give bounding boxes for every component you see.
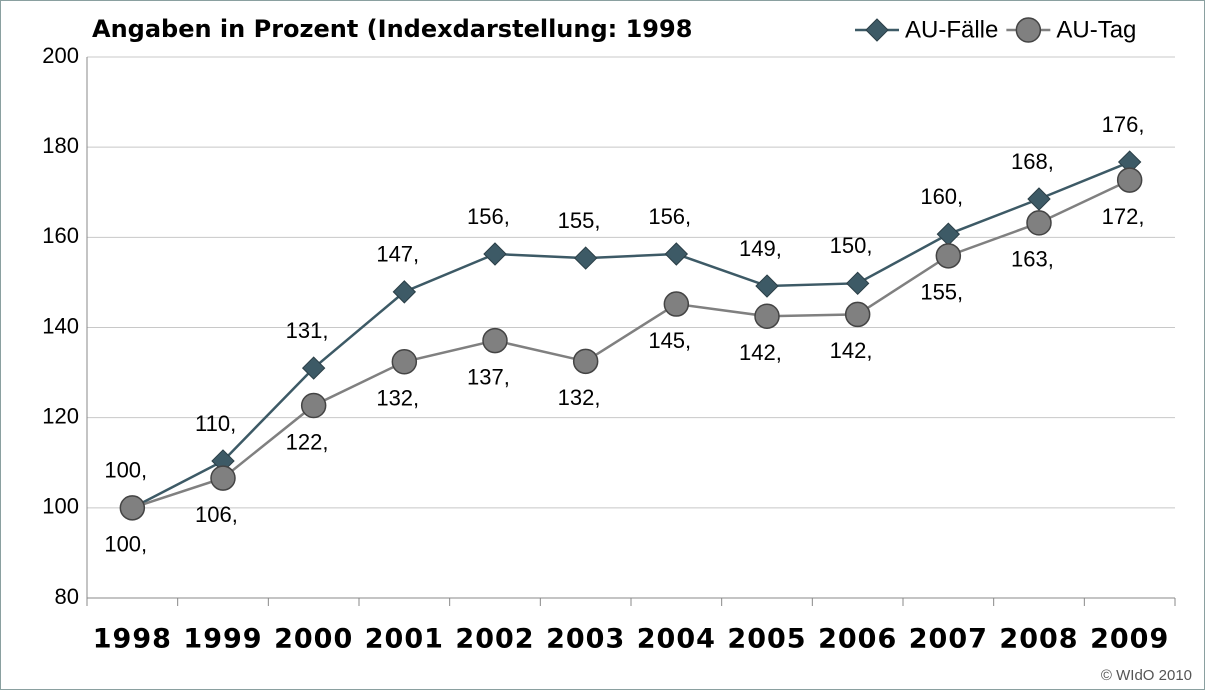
series-line: [131, 160, 1131, 509]
data-label: 142,: [739, 340, 782, 365]
data-label: 106,: [195, 502, 238, 527]
data-label: 150,: [830, 233, 873, 258]
x-tick-label: 2003: [546, 624, 625, 655]
data-label: 137,: [467, 364, 510, 389]
data-point: [482, 327, 508, 354]
data-point: [392, 280, 417, 304]
data-label: 149,: [739, 236, 782, 261]
chart-title: Angaben in Prozent (Indexdarstellung: 19…: [92, 15, 692, 43]
data-point: [1116, 167, 1143, 193]
y-tick-label: 160: [42, 223, 79, 248]
y-tick-label: 80: [55, 584, 79, 609]
data-label: 172,: [1102, 204, 1145, 229]
data-label: 156,: [467, 204, 510, 229]
data-label: 132,: [558, 385, 601, 410]
data-point: [483, 242, 507, 266]
data-label: 100,: [104, 532, 147, 557]
data-label: 176,: [1102, 112, 1145, 137]
data-point: [391, 349, 418, 375]
data-point: [664, 242, 689, 266]
x-tick-label: 2006: [818, 624, 897, 655]
data-point: [755, 274, 779, 298]
x-tick-label: 2004: [637, 624, 716, 655]
data-point: [301, 356, 326, 380]
x-tick-label: 2009: [1090, 624, 1169, 655]
data-point: [210, 465, 236, 491]
data-point: [845, 271, 870, 296]
data-point: [300, 392, 327, 419]
data-label: 145,: [648, 328, 691, 353]
data-point: [573, 246, 598, 270]
y-tick-label: 140: [42, 313, 79, 338]
x-tick-label: 2000: [274, 624, 353, 655]
data-point: [119, 495, 146, 521]
data-label: 156,: [648, 204, 691, 229]
y-tick-label: 100: [42, 494, 79, 519]
data-point: [754, 303, 780, 329]
x-tick-label: 2002: [455, 624, 534, 655]
legend-marker: [865, 18, 889, 42]
x-tick-label: 2005: [727, 624, 806, 655]
data-point: [844, 301, 871, 328]
legend-label: AU-Tag: [1056, 16, 1136, 43]
data-label: 131,: [286, 318, 329, 343]
data-point: [1026, 210, 1052, 236]
x-tick-label: 1998: [93, 624, 172, 655]
data-label: 100,: [104, 458, 147, 483]
data-point: [1027, 187, 1051, 211]
data-point: [935, 243, 962, 269]
data-label: 147,: [376, 242, 419, 267]
data-label: 163,: [1011, 247, 1054, 272]
series-line: [131, 178, 1131, 510]
x-tick-label: 1999: [183, 624, 262, 655]
data-label: 155,: [920, 280, 963, 305]
y-tick-label: 180: [42, 133, 79, 158]
y-tick-label: 120: [42, 403, 79, 428]
data-label: 142,: [830, 338, 873, 363]
data-label: 160,: [920, 184, 963, 209]
source: © WIdO 2010: [1101, 667, 1192, 684]
data-label: 155,: [558, 208, 601, 233]
data-point: [572, 348, 599, 375]
data-point: [663, 291, 690, 317]
legend-marker: [1015, 17, 1042, 43]
y-tick-label: 200: [42, 43, 79, 68]
data-label: 110,: [195, 411, 236, 436]
data-label: 132,: [376, 386, 419, 411]
legend-label: AU-Fälle: [905, 16, 998, 43]
x-tick-label: 2008: [999, 624, 1078, 655]
x-tick-label: 2001: [365, 624, 444, 655]
data-label: 122,: [286, 429, 329, 454]
x-tick-label: 2007: [909, 624, 988, 655]
data-label: 168,: [1011, 149, 1054, 174]
